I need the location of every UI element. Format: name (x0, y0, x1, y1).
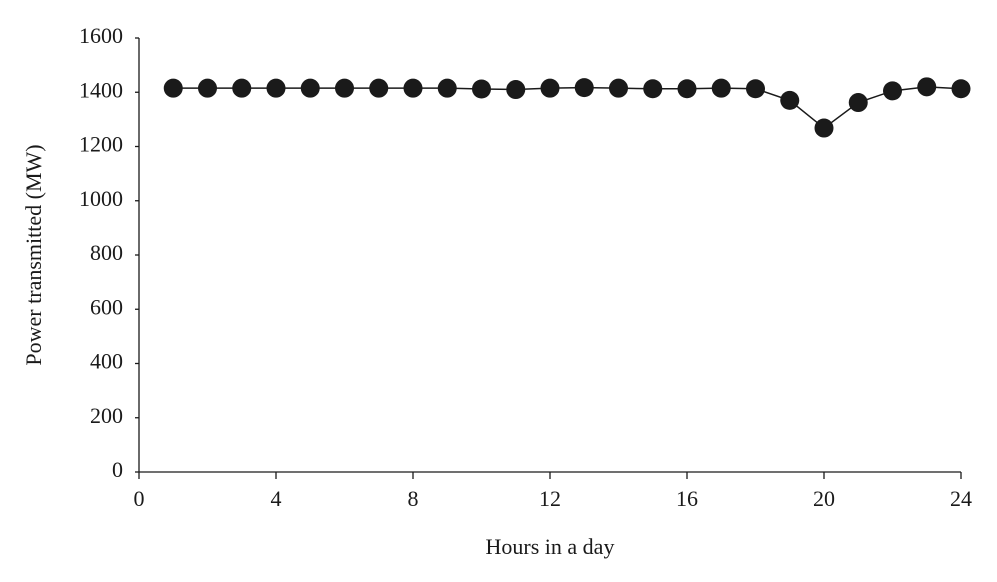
marker (848, 93, 868, 113)
marker (506, 80, 526, 100)
marker (609, 78, 628, 98)
x-axis-title: Hours in a day (486, 534, 615, 559)
marker (780, 90, 800, 110)
y-tick-label: 1000 (79, 186, 123, 211)
y-tick-label: 200 (90, 403, 123, 428)
x-tick-label: 0 (134, 486, 145, 511)
x-tick-label: 12 (539, 486, 561, 511)
marker (403, 78, 423, 98)
marker (917, 77, 937, 97)
y-tick-label: 1600 (79, 23, 123, 48)
y-tick-label: 1200 (79, 132, 123, 157)
marker (335, 78, 354, 98)
marker (883, 81, 902, 101)
x-tick-label: 24 (950, 486, 972, 511)
marker (437, 78, 457, 98)
marker (746, 79, 765, 99)
y-tick-label: 1400 (79, 77, 123, 102)
marker (677, 79, 697, 99)
x-tick-label: 16 (676, 486, 698, 511)
y-tick-label: 800 (90, 240, 123, 265)
y-axis-title: Power transmitted (MW) (21, 144, 46, 365)
marker (232, 78, 252, 98)
marker (951, 79, 971, 99)
marker (540, 78, 560, 98)
marker (574, 78, 594, 98)
x-tick-label: 4 (271, 486, 282, 511)
y-tick-label: 400 (90, 349, 123, 374)
y-tick-label: 600 (90, 294, 123, 319)
y-tick-label: 0 (112, 457, 123, 482)
marker (369, 78, 389, 98)
marker (643, 79, 663, 99)
marker (472, 79, 491, 99)
marker (300, 78, 320, 98)
marker (711, 78, 731, 98)
x-tick-label: 20 (813, 486, 835, 511)
marker (814, 118, 834, 138)
marker (198, 78, 217, 98)
marker (266, 78, 286, 98)
x-tick-label: 8 (408, 486, 419, 511)
marker (163, 78, 183, 98)
line (173, 86, 962, 130)
